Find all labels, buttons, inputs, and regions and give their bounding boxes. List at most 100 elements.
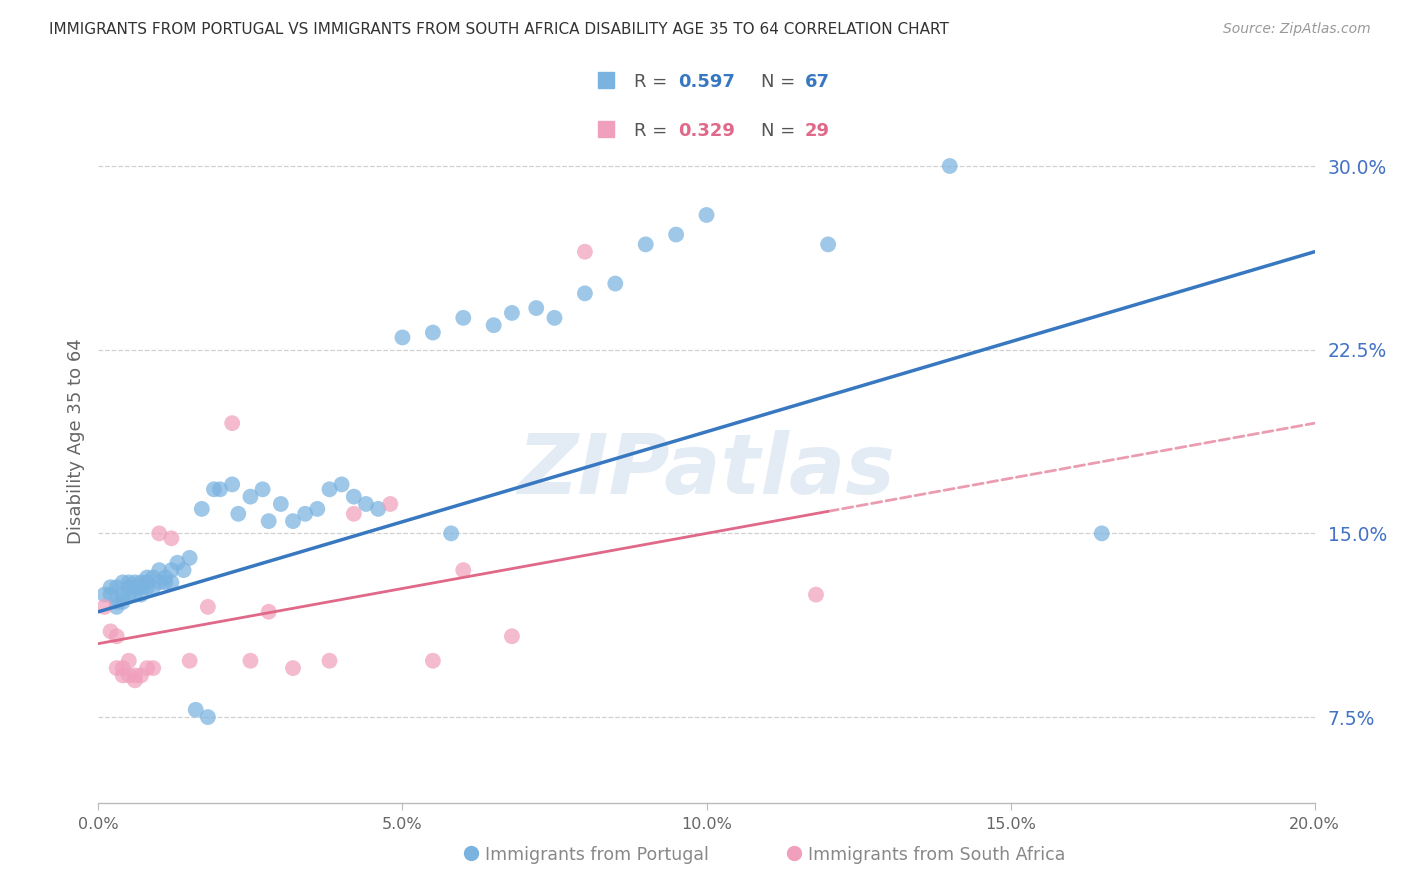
Point (142, 580, 165, 594)
Point (124, 588, 146, 602)
Point (100, 624, 122, 639)
Point (184, 703, 207, 717)
Point (160, 531, 183, 545)
Point (209, 483, 232, 497)
Text: N =: N = (761, 73, 800, 91)
Point (129, 575, 152, 590)
Point (453, 563, 475, 577)
Point (524, 301, 547, 315)
Point (281, 514, 304, 528)
Point (197, 710, 219, 724)
Point (124, 580, 146, 594)
Point (118, 575, 141, 590)
Point (422, 654, 444, 668)
Point (343, 507, 366, 521)
Point (1091, 526, 1114, 541)
Point (136, 575, 159, 590)
Point (391, 330, 413, 344)
Text: 0.597: 0.597 (678, 73, 735, 91)
Point (307, 502, 329, 516)
Point (136, 580, 159, 594)
Text: N =: N = (761, 122, 800, 140)
Point (453, 310, 475, 325)
Point (239, 490, 262, 504)
Point (129, 668, 152, 682)
Point (105, 580, 128, 594)
Text: Source: ZipAtlas.com: Source: ZipAtlas.com (1223, 22, 1371, 37)
Point (239, 654, 262, 668)
Point (129, 580, 152, 594)
Point (318, 483, 340, 497)
Point (179, 654, 201, 668)
Point (257, 514, 280, 528)
Text: Immigrants from Portugal: Immigrants from Portugal (485, 847, 709, 864)
Point (111, 661, 134, 675)
Point (105, 595, 128, 609)
Point (179, 550, 201, 565)
Point (148, 575, 170, 590)
Point (124, 668, 146, 682)
Point (160, 575, 183, 590)
Point (367, 502, 389, 516)
Point (129, 588, 152, 602)
Point (574, 286, 596, 301)
Point (221, 416, 243, 430)
Point (252, 483, 274, 497)
Point (142, 570, 165, 584)
Point (105, 629, 128, 643)
Point (118, 580, 141, 594)
Point (294, 507, 316, 521)
Point (166, 556, 188, 570)
Text: 67: 67 (804, 73, 830, 91)
Point (501, 306, 523, 320)
Point (111, 575, 134, 590)
Point (124, 673, 146, 688)
Point (221, 477, 243, 491)
Point (124, 575, 146, 590)
Point (148, 526, 170, 541)
Point (543, 310, 565, 325)
Point (482, 318, 505, 333)
Point (155, 570, 177, 584)
Point (804, 588, 827, 602)
Point (330, 477, 353, 491)
Point (226, 507, 249, 521)
Point (696, 208, 718, 222)
Text: IMMIGRANTS FROM PORTUGAL VS IMMIGRANTS FROM SOUTH AFRICA DISABILITY AGE 35 TO 64: IMMIGRANTS FROM PORTUGAL VS IMMIGRANTS F… (49, 22, 949, 37)
Point (343, 490, 366, 504)
Text: R =: R = (634, 73, 673, 91)
Point (93, 588, 115, 602)
Point (160, 563, 183, 577)
Point (270, 497, 292, 511)
Point (634, 237, 657, 252)
Point (281, 661, 304, 675)
Point (354, 497, 377, 511)
Text: Immigrants from South Africa: Immigrants from South Africa (808, 847, 1066, 864)
Point (257, 605, 280, 619)
Text: 0.329: 0.329 (678, 122, 735, 140)
Point (191, 502, 214, 516)
Point (100, 580, 122, 594)
Point (380, 497, 402, 511)
Point (105, 599, 128, 614)
Point (142, 661, 165, 675)
Point (318, 654, 340, 668)
Point (173, 563, 195, 577)
Point (148, 563, 170, 577)
Point (93, 599, 115, 614)
Point (574, 244, 596, 259)
Point (118, 588, 141, 602)
Point (136, 661, 159, 675)
Point (939, 159, 962, 173)
Point (665, 227, 688, 242)
Point (136, 570, 159, 584)
Point (100, 588, 122, 602)
Point (202, 483, 225, 497)
Text: R =: R = (634, 122, 673, 140)
Point (605, 277, 627, 291)
Point (118, 668, 141, 682)
Point (197, 599, 219, 614)
Point (105, 661, 128, 675)
Point (440, 526, 463, 541)
Point (111, 595, 134, 609)
